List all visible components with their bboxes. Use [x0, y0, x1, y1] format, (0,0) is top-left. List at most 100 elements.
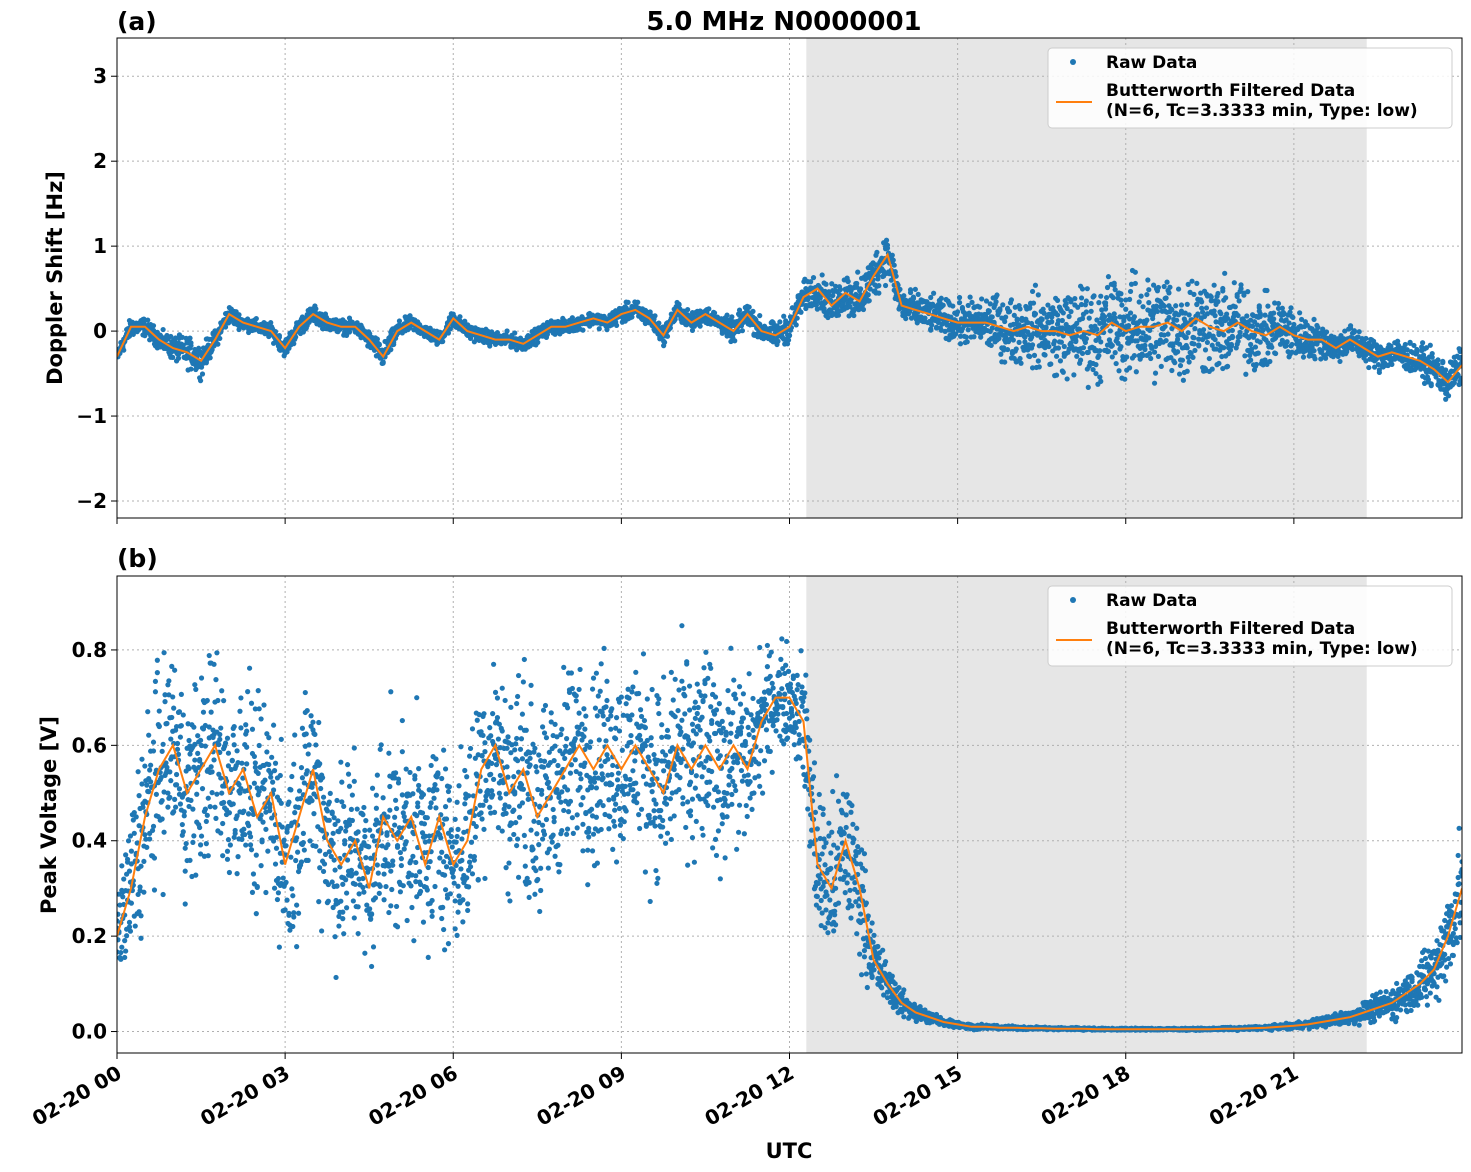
raw-data-point [1371, 364, 1378, 370]
raw-data-point [1136, 299, 1142, 305]
raw-data-point [142, 763, 148, 769]
raw-data-point [168, 333, 174, 340]
raw-data-point [193, 872, 199, 878]
raw-data-point [188, 797, 194, 803]
raw-data-point [210, 727, 216, 733]
raw-data-point [263, 889, 269, 896]
raw-data-point [1238, 282, 1244, 288]
raw-data-point [1371, 338, 1377, 344]
raw-data-point [261, 702, 267, 708]
raw-data-point [1312, 356, 1318, 362]
raw-data-point [332, 867, 338, 873]
raw-data-point [1147, 350, 1153, 357]
raw-data-point [1287, 309, 1293, 315]
raw-data-point [806, 294, 812, 301]
raw-data-point [757, 313, 763, 319]
raw-data-point [1048, 361, 1054, 367]
raw-data-point [249, 726, 256, 732]
raw-data-point [148, 779, 154, 785]
raw-data-point [264, 731, 270, 737]
raw-data-point [1027, 353, 1033, 360]
raw-data-point [1174, 317, 1180, 323]
raw-data-point [1155, 353, 1162, 359]
raw-data-point [146, 732, 152, 738]
raw-data-point [294, 902, 300, 908]
raw-data-point [1078, 295, 1085, 301]
raw-data-point [711, 310, 718, 316]
raw-data-point [288, 787, 294, 793]
raw-data-point [191, 833, 197, 839]
raw-data-point [993, 299, 999, 305]
raw-data-point [1255, 350, 1261, 356]
raw-data-point [313, 306, 319, 312]
y-tick-label: 1 [93, 234, 107, 258]
raw-data-point [172, 796, 178, 802]
raw-data-point [1227, 347, 1234, 353]
raw-data-point [126, 919, 133, 925]
raw-data-point [777, 319, 783, 325]
raw-data-point [380, 359, 386, 365]
raw-data-point [1035, 358, 1041, 364]
raw-data-point [1011, 312, 1017, 318]
raw-data-point [882, 282, 889, 289]
raw-data-point [1196, 336, 1202, 342]
raw-data-point [256, 706, 262, 712]
raw-data-point [283, 843, 289, 849]
raw-data-point [875, 276, 881, 282]
raw-data-point [978, 334, 984, 340]
raw-data-point [304, 768, 310, 774]
raw-data-point [1004, 346, 1011, 353]
raw-data-point [263, 826, 269, 832]
raw-data-point [1151, 282, 1157, 288]
raw-data-point [1083, 309, 1089, 315]
raw-data-point [1085, 384, 1091, 390]
raw-data-point [1128, 338, 1135, 344]
raw-data-point [275, 890, 281, 896]
raw-data-point [1236, 298, 1242, 304]
raw-data-point [206, 724, 212, 730]
raw-data-point [270, 779, 276, 785]
raw-data-point [1459, 359, 1462, 365]
raw-data-point [288, 854, 294, 860]
raw-data-point [133, 814, 139, 820]
raw-data-point [1248, 357, 1254, 363]
raw-data-point [152, 689, 159, 695]
raw-data-point [1435, 357, 1441, 363]
raw-data-point [1043, 325, 1049, 331]
raw-data-point [188, 340, 194, 346]
raw-data-point [215, 697, 221, 704]
raw-data-point [275, 875, 281, 882]
raw-data-point [1222, 270, 1228, 276]
legend-filtered-label: (N=6, Tc=3.3333 min, Type: low) [1106, 101, 1418, 121]
raw-data-point [166, 678, 172, 684]
raw-data-point [151, 887, 158, 893]
raw-data-point [1098, 378, 1104, 384]
raw-data-point [1126, 296, 1133, 302]
raw-data-point [120, 894, 126, 900]
panel-b-label: (b) [117, 544, 158, 573]
raw-data-point [216, 741, 222, 748]
raw-data-point [294, 944, 300, 950]
raw-data-point [1126, 322, 1132, 329]
raw-data-point [494, 330, 501, 336]
raw-data-point [1335, 353, 1341, 359]
raw-data-point [246, 811, 252, 817]
raw-data-point [535, 339, 541, 345]
raw-data-point [1275, 300, 1282, 307]
raw-data-point [138, 863, 144, 869]
raw-data-point [254, 883, 260, 890]
raw-data-point [1289, 349, 1295, 355]
raw-data-point [892, 268, 898, 275]
raw-data-point [202, 806, 208, 812]
raw-data-point [1212, 336, 1218, 343]
raw-data-point [270, 787, 277, 793]
raw-data-point [181, 809, 187, 815]
raw-data-point [243, 842, 249, 848]
raw-data-point [1061, 343, 1067, 350]
raw-data-point [273, 834, 280, 840]
raw-data-point [996, 335, 1002, 342]
raw-data-point [195, 733, 201, 739]
y-tick-label: 0 [93, 319, 107, 343]
raw-data-point [336, 913, 342, 920]
raw-data-point [188, 366, 194, 372]
